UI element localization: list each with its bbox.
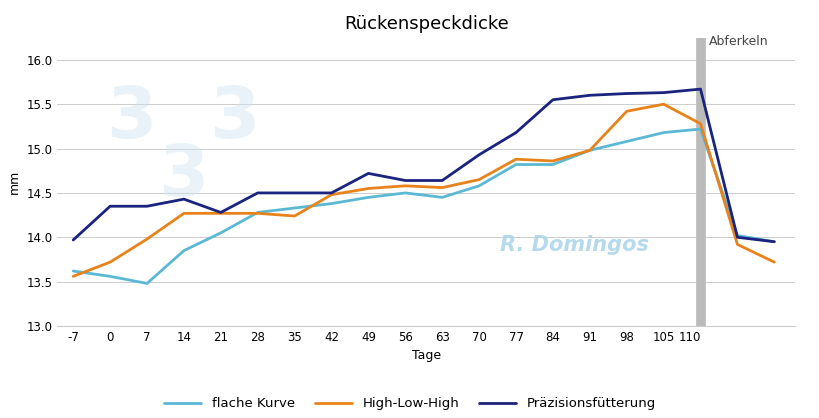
Y-axis label: mm: mm [8,170,20,194]
flache Kurve [510,162,520,167]
flache Kurve [621,139,631,144]
High-Low-High [105,260,115,265]
Präzisionsfütterung [68,237,78,242]
Präzisionsfütterung [400,178,410,183]
flache Kurve [289,206,299,211]
Text: Abferkeln: Abferkeln [708,35,767,48]
Title: Rückenspeckdicke: Rückenspeckdicke [344,15,508,33]
flache Kurve [437,195,446,200]
Präzisionsfütterung [252,191,262,196]
flache Kurve [326,201,336,206]
Text: 3: 3 [209,84,260,153]
Präzisionsfütterung [326,191,336,196]
flache Kurve [142,281,152,286]
flache Kurve [400,191,410,196]
Präzisionsfütterung [473,152,483,157]
flache Kurve [731,233,741,238]
Präzisionsfütterung [658,90,667,95]
flache Kurve [105,274,115,279]
Text: R. Domingos: R. Domingos [499,235,648,255]
High-Low-High [363,186,373,191]
Präzisionsfütterung [731,235,741,240]
Präzisionsfütterung [363,171,373,176]
Präzisionsfütterung [621,91,631,96]
Line: flache Kurve: flache Kurve [73,129,773,283]
High-Low-High [510,157,520,162]
Präzisionsfütterung [179,196,188,201]
High-Low-High [473,177,483,182]
High-Low-High [584,148,594,153]
Präzisionsfütterung [105,204,115,209]
flache Kurve [252,210,262,215]
Line: Präzisionsfütterung: Präzisionsfütterung [73,89,773,242]
flache Kurve [363,195,373,200]
Präzisionsfütterung [695,87,704,92]
High-Low-High [326,192,336,197]
High-Low-High [400,184,410,189]
High-Low-High [179,211,188,216]
High-Low-High [621,109,631,114]
flache Kurve [695,127,704,132]
Präzisionsfütterung [437,178,446,183]
X-axis label: Tage: Tage [411,349,441,362]
flache Kurve [658,130,667,135]
Präzisionsfütterung [584,93,594,98]
flache Kurve [473,184,483,189]
High-Low-High [142,237,152,242]
High-Low-High [658,102,667,107]
flache Kurve [68,268,78,273]
flache Kurve [768,239,778,244]
High-Low-High [252,211,262,216]
flache Kurve [215,230,225,235]
Line: High-Low-High: High-Low-High [73,104,773,276]
High-Low-High [547,158,557,163]
High-Low-High [215,211,225,216]
flache Kurve [547,162,557,167]
Text: 3: 3 [106,84,156,153]
High-Low-High [437,185,446,190]
Legend: flache Kurve, High-Low-High, Präzisionsfütterung: flache Kurve, High-Low-High, Präzisionsf… [159,392,660,415]
flache Kurve [584,148,594,153]
High-Low-High [68,274,78,279]
flache Kurve [179,248,188,253]
High-Low-High [695,121,704,126]
High-Low-High [289,214,299,219]
Präzisionsfütterung [547,97,557,102]
Präzisionsfütterung [768,239,778,244]
Präzisionsfütterung [289,191,299,196]
Präzisionsfütterung [510,130,520,135]
High-Low-High [768,260,778,265]
High-Low-High [731,242,741,247]
Präzisionsfütterung [215,210,225,215]
Text: 3: 3 [157,142,208,211]
Präzisionsfütterung [142,204,152,209]
